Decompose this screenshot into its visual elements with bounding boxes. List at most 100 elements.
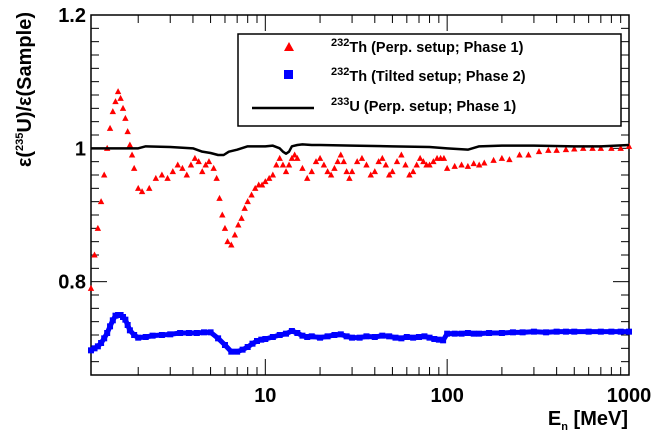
legend-label: 233U (Perp. setup; Phase 1) — [331, 96, 516, 115]
data-point — [185, 330, 192, 336]
data-point — [228, 348, 235, 355]
data-point — [509, 329, 516, 336]
data-point — [304, 334, 311, 340]
legend-marker-triangle — [284, 42, 294, 51]
data-point — [340, 158, 347, 165]
data-point — [516, 151, 523, 158]
data-point — [265, 174, 273, 181]
data-point — [135, 184, 142, 191]
data-point — [312, 158, 320, 165]
data-point — [215, 335, 222, 342]
data-point — [571, 328, 578, 335]
data-point — [363, 333, 370, 340]
data-point — [187, 161, 195, 168]
data-point — [525, 151, 532, 158]
data-point — [152, 174, 160, 181]
data-point — [451, 162, 458, 169]
y-tick-label: 1.2 — [58, 5, 86, 27]
data-point — [114, 88, 122, 95]
data-point — [299, 164, 306, 171]
data-point — [435, 336, 442, 343]
data-point — [367, 171, 374, 178]
data-point — [122, 114, 129, 121]
data-point — [426, 161, 433, 168]
data-point — [179, 164, 186, 171]
data-point — [124, 128, 131, 135]
data-point — [626, 328, 632, 335]
data-point — [294, 330, 301, 336]
data-point — [207, 329, 214, 336]
data-point — [535, 148, 543, 155]
data-point — [571, 145, 578, 152]
data-point — [219, 211, 226, 218]
series-0 — [87, 88, 633, 291]
data-point — [327, 171, 335, 178]
data-point — [100, 171, 108, 178]
data-point — [308, 333, 315, 340]
data-point — [291, 151, 298, 158]
y-tick-label: 1 — [75, 138, 86, 160]
data-point — [608, 328, 615, 335]
data-point — [126, 327, 133, 334]
data-point — [413, 161, 420, 168]
data-point — [498, 154, 506, 161]
data-point — [109, 108, 117, 115]
data-point — [490, 156, 497, 163]
data-point — [519, 329, 526, 336]
data-point — [308, 168, 315, 175]
tick-labels: 10 100 1000 0.8 1 1.2 — [58, 5, 651, 407]
data-point — [589, 144, 596, 151]
data-point — [174, 161, 181, 168]
data-point — [128, 151, 136, 158]
data-point — [87, 284, 95, 291]
legend-entry-u233-perp: 233U (Perp. setup; Phase 1) — [252, 96, 516, 115]
data-point — [94, 224, 102, 231]
data-point — [585, 328, 592, 335]
data-point — [158, 332, 165, 338]
data-point — [440, 154, 448, 161]
data-point — [106, 124, 114, 131]
data-point — [195, 158, 202, 165]
data-point — [253, 338, 260, 344]
data-point — [353, 158, 361, 165]
data-point — [389, 168, 396, 175]
data-point — [443, 164, 451, 171]
data-point — [458, 161, 465, 168]
data-point — [112, 98, 119, 105]
data-point — [317, 334, 324, 341]
data-point — [94, 343, 101, 350]
data-point — [283, 330, 290, 337]
data-point — [331, 164, 338, 171]
data-point — [167, 331, 174, 338]
data-point — [262, 178, 269, 185]
legend-entry-th232-tilted: 232Th (Tilted setup; Phase 2) — [284, 66, 526, 85]
data-point — [119, 104, 127, 111]
data-point — [294, 154, 301, 161]
plot-border — [90, 14, 630, 376]
x-tick-label: 100 — [430, 385, 463, 407]
data-point — [386, 333, 393, 340]
data-point — [109, 317, 116, 324]
data-point — [431, 336, 438, 342]
data-point — [464, 162, 472, 169]
data-point — [282, 168, 290, 175]
data-point — [316, 154, 324, 161]
data-point — [235, 221, 242, 228]
data-point — [410, 334, 417, 341]
data-point — [409, 168, 417, 175]
legend-marker-square — [284, 70, 293, 79]
data-point — [258, 181, 266, 188]
data-point — [402, 161, 409, 168]
data-point — [464, 330, 471, 336]
data-point — [476, 330, 483, 337]
legend-box — [237, 33, 622, 127]
data-point — [191, 154, 199, 161]
data-point — [177, 330, 184, 336]
data-point — [421, 333, 428, 340]
data-point — [304, 174, 311, 181]
data-point — [406, 171, 413, 178]
data-point — [371, 334, 378, 340]
data-point — [444, 330, 451, 337]
data-point — [228, 241, 235, 248]
data-point — [126, 141, 134, 148]
